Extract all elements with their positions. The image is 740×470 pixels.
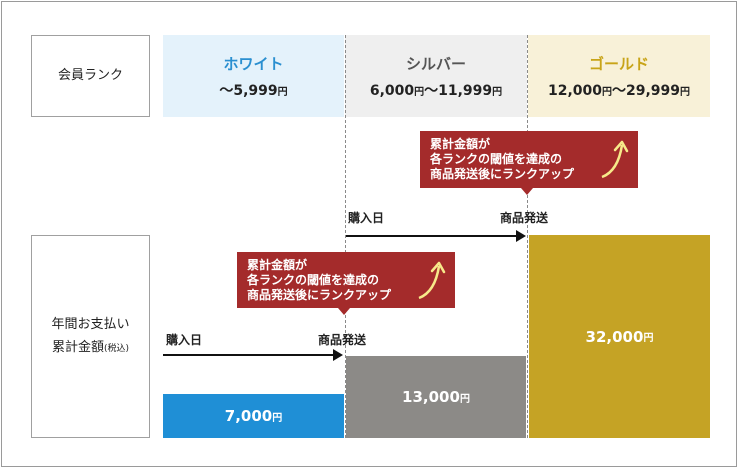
rankup-callout-gold: 累計金額が 各ランクの閾値を達成の 商品発送後にランクアップ [420,131,638,195]
rank-gold-name: ゴールド [588,54,649,73]
rank-gold: ゴールド 12,000円～29,999円 [528,35,710,117]
rank-white-range: ～5,999円 [219,82,288,99]
callout-silver-line1: 累計金額が [247,258,308,272]
rank-white: ホワイト ～5,999円 [163,35,344,117]
rank-silver: シルバー 6,000円～11,999円 [345,35,527,117]
flow-arrow-head-2 [516,230,526,242]
tax-included-note: (税込) [103,343,130,354]
callout-gold-line1: 累計金額が [430,137,491,151]
purchase-date-label-1: 購入日 [166,333,203,347]
rank-white-name: ホワイト [223,54,284,73]
rankup-callout-silver: 累計金額が 各ランクの閾値を達成の 商品発送後にランクアップ [237,252,455,315]
callout-silver-tail [338,308,350,315]
callout-silver-line2: 各ランクの閾値を達成の [247,273,380,287]
divider-white-silver [345,35,346,438]
annual-total-label: 年間お支払い 累計金額(税込) [31,235,150,438]
flow-arrow-line-1 [163,354,335,356]
flow-arrow-head-1 [333,349,343,361]
divider-silver-gold [527,35,528,438]
member-rank-label: 会員ランク [31,35,150,117]
member-rank-label-text: 会員ランク [57,67,123,83]
annual-total-line1: 年間お支払い [51,317,130,333]
callout-gold-line3: 商品発送後にランクアップ [430,167,575,181]
rankup-arrow-icon [601,140,629,179]
amount-silver-value: 13,000 [402,388,460,406]
amount-bar-gold: 32,000 円 [529,235,710,438]
rank-silver-name: シルバー [405,54,466,73]
rank-silver-range: 6,000円～11,999円 [369,82,503,99]
flow-arrow-line-2 [346,235,518,237]
rankup-arrow-icon [418,261,446,300]
shipping-label-1: 商品発送 [318,333,367,347]
callout-gold-tail [521,188,533,195]
shipping-label-2: 商品発送 [500,211,549,225]
amount-white-value: 7,000 [224,407,273,425]
amount-bar-silver: 13,000 円 [346,356,526,438]
rank-gold-range: 12,000円～29,999円 [547,82,691,99]
purchase-date-label-2: 購入日 [348,211,385,225]
amount-gold-value: 32,000 [585,327,644,346]
amount-bar-white: 7,000 円 [163,394,344,438]
callout-gold-line2: 各ランクの閾値を達成の [430,152,563,166]
callout-silver-line3: 商品発送後にランクアップ [247,288,392,302]
annual-total-line2: 累計金額 [51,339,104,355]
